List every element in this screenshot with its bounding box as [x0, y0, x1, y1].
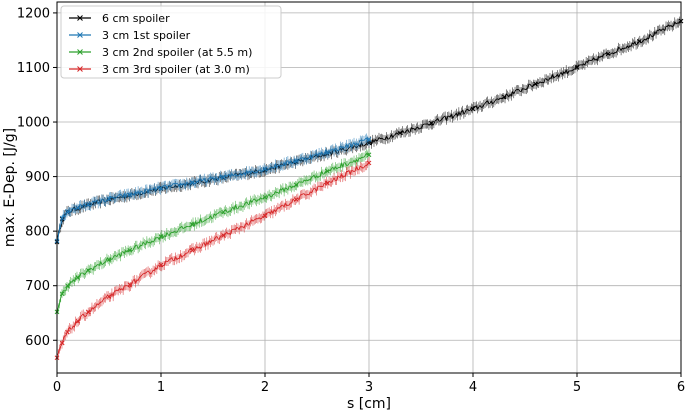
- legend-entry: 3 cm 1st spoiler: [69, 29, 191, 42]
- legend-marker: [77, 66, 83, 72]
- data-point: [366, 160, 372, 166]
- legend-label: 6 cm spoiler: [102, 12, 170, 25]
- data-point: [189, 180, 195, 185]
- data-point: [158, 262, 164, 268]
- data-point: [605, 51, 611, 57]
- x-tick-label: 1: [157, 380, 165, 395]
- x-tick-label: 0: [53, 380, 61, 395]
- y-tick-label: 700: [25, 279, 50, 294]
- y-tick-label: 1000: [17, 116, 50, 131]
- data-point: [221, 209, 226, 215]
- data-point: [470, 106, 476, 112]
- data-point: [397, 130, 403, 136]
- data-point: [127, 282, 133, 287]
- y-tick-label: 800: [25, 225, 50, 240]
- x-tick-label: 3: [365, 380, 373, 395]
- data-point: [85, 309, 91, 315]
- data-point: [189, 247, 195, 253]
- y-tick-label: 1100: [17, 61, 50, 76]
- data-point: [65, 209, 70, 214]
- series-line: [56, 137, 370, 240]
- x-axis-label: s [cm]: [347, 396, 391, 412]
- series-layer: [54, 16, 684, 361]
- data-point: [262, 213, 268, 219]
- data-point: [221, 174, 226, 180]
- legend-entry: 6 cm spoiler: [69, 12, 170, 25]
- data-point: [325, 168, 330, 174]
- y-tick-label: 1200: [17, 6, 50, 21]
- data-point: [75, 205, 81, 211]
- data-point: [106, 257, 112, 262]
- legend-label: 3 cm 2nd spoiler (at 5.5 m): [102, 46, 252, 59]
- series-line: [56, 152, 370, 314]
- legend-marker: [77, 32, 83, 38]
- data-point: [75, 275, 81, 280]
- data-point: [127, 247, 133, 253]
- data-point: [59, 215, 65, 221]
- data-point: [262, 166, 268, 172]
- data-point: [85, 268, 91, 273]
- data-point: [293, 182, 299, 188]
- x-tick-label: 4: [469, 380, 477, 395]
- x-tick-label: 2: [261, 380, 269, 395]
- data-point: [189, 222, 195, 227]
- data-point: [325, 149, 330, 155]
- x-tick-label: 5: [573, 380, 581, 395]
- x-tick-label: 6: [677, 380, 685, 395]
- data-point: [262, 194, 268, 200]
- data-point: [85, 202, 91, 207]
- data-point: [75, 318, 81, 324]
- y-tick-label: 600: [25, 334, 50, 349]
- legend-marker: [77, 15, 83, 21]
- series-2: [54, 148, 372, 318]
- y-axis-label: max. E-Dep. [J/g]: [2, 128, 18, 247]
- data-point: [429, 120, 434, 126]
- data-point: [65, 283, 70, 289]
- data-point: [127, 192, 133, 197]
- legend: 6 cm spoiler 3 cm 1st spoiler 3 cm 2nd spo…: [60, 5, 282, 79]
- data-point: [325, 180, 330, 186]
- data-point: [366, 152, 372, 158]
- legend-entry: 3 cm 2nd spoiler (at 5.5 m): [69, 46, 252, 59]
- data-point: [59, 291, 65, 297]
- y-tick-label: 900: [25, 170, 50, 185]
- data-point: [221, 233, 226, 238]
- series-1: [54, 133, 372, 245]
- data-point: [533, 81, 538, 87]
- data-point: [293, 158, 299, 164]
- series-3: [54, 157, 372, 361]
- data-point: [65, 329, 70, 335]
- data-point: [158, 234, 164, 239]
- legend-label: 3 cm 1st spoiler: [102, 29, 191, 42]
- data-point: [366, 137, 372, 142]
- data-point: [501, 94, 507, 100]
- data-point: [158, 185, 164, 191]
- legend-box: [60, 5, 282, 79]
- data-point: [293, 197, 299, 202]
- legend-entry: 3 cm 3rd spoiler (at 3.0 m): [69, 63, 250, 76]
- ticks: 0 1 2 3 4 5 6 600 700 800 900 1000 1100 1200: [17, 6, 685, 395]
- data-point: [574, 65, 580, 70]
- data-point: [106, 294, 112, 299]
- data-point: [59, 340, 65, 346]
- series-line: [56, 161, 370, 357]
- legend-marker: [77, 49, 83, 55]
- data-point: [106, 196, 112, 202]
- data-point: [637, 38, 642, 44]
- legend-label: 3 cm 3rd spoiler (at 3.0 m): [102, 63, 250, 76]
